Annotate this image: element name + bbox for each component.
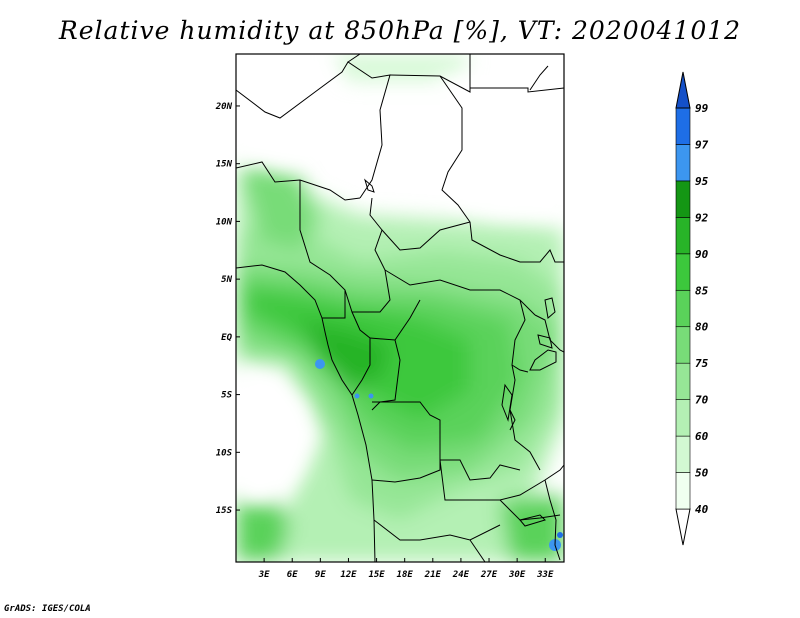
colorbar-segment	[675, 399, 691, 437]
lon-tick-label: 3E	[258, 570, 270, 580]
colorbar-segment	[675, 253, 691, 291]
lat-tick-label: EQ	[221, 333, 232, 343]
lon-tick-label: 9E	[315, 570, 326, 580]
map-axes: 3E 6E 9E 12E 15E 18E 21E 24E 27E 30E 33E 20N 15N 10N 5…	[215, 102, 554, 580]
lat-tick-label: 20N	[215, 102, 233, 112]
map-frame	[235, 53, 565, 563]
lat-tick-label: 10S	[216, 448, 233, 458]
colorbar-label: 85	[695, 284, 709, 297]
colorbar: 40 50 60 70 75 80 85 90 92 95 97 99	[675, 71, 709, 546]
colorbar-segment	[675, 107, 691, 145]
lon-tick-label: 24E	[452, 570, 470, 580]
credit-text: GrADS: IGES/COLA	[4, 604, 91, 614]
lon-tick-label: 33E	[536, 570, 554, 580]
lon-tick-label: 21E	[424, 570, 442, 580]
colorbar-over-triangle	[675, 71, 691, 109]
colorbar-segment	[675, 289, 691, 328]
colorbar-label: 50	[695, 467, 709, 480]
colorbar-label: 95	[695, 175, 709, 188]
lat-tick-label: 10N	[216, 217, 233, 227]
lon-tick-label: 12E	[340, 570, 357, 580]
colorbar-label: 60	[695, 430, 709, 443]
lat-tick-label: 5N	[221, 275, 232, 285]
colorbar-label: 40	[695, 503, 709, 516]
lon-tick-label: 6E	[287, 570, 298, 580]
lon-tick-label: 30E	[508, 570, 526, 580]
lon-tick-label: 18E	[397, 570, 414, 580]
colorbar-segment	[675, 472, 691, 510]
colorbar-segment	[675, 435, 691, 473]
colorbar-label: 99	[695, 102, 709, 115]
lon-tick-label: 15E	[368, 570, 385, 580]
colorbar-segment	[675, 144, 691, 182]
colorbar-label: 90	[695, 248, 709, 261]
lat-tick-label: 5S	[221, 391, 232, 401]
colorbar-segment	[675, 180, 691, 218]
colorbar-under-triangle	[675, 508, 691, 546]
humidity-field	[236, 54, 564, 562]
colorbar-segment	[675, 217, 691, 255]
colorbar-segment	[675, 362, 691, 400]
lon-tick-label: 27E	[480, 570, 498, 580]
colorbar-label: 70	[695, 394, 709, 407]
colorbar-label: 80	[695, 321, 709, 334]
colorbar-segment	[675, 326, 691, 364]
chart-title: Relative humidity at 850hPa [%], VT: 202…	[58, 16, 742, 45]
lat-tick-label: 15N	[216, 160, 233, 170]
colorbar-label: 75	[695, 357, 709, 370]
colorbar-label: 92	[695, 211, 709, 224]
lat-tick-label: 15S	[216, 506, 233, 516]
country-borders	[236, 54, 564, 562]
colorbar-label: 97	[695, 138, 709, 151]
